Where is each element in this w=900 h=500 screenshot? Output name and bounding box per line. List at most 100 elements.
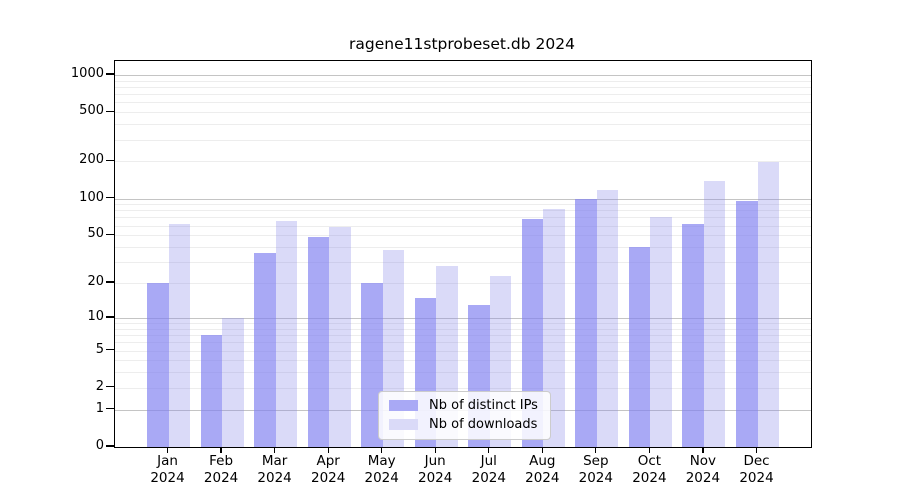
x-tick-month: Sep bbox=[583, 453, 609, 469]
bar-downloads-jan bbox=[168, 223, 190, 447]
x-tick-label-oct: Oct 2024 bbox=[607, 453, 691, 487]
x-tick-month: Mar bbox=[261, 453, 288, 469]
bar-downloads-sep bbox=[596, 190, 619, 447]
plot-area bbox=[114, 60, 812, 448]
y-tick-label-0: 0 bbox=[95, 438, 104, 453]
x-tick-mark-mar bbox=[273, 447, 276, 453]
x-tick-year: 2024 bbox=[364, 470, 399, 486]
legend-swatch-downloads bbox=[389, 419, 418, 430]
y-tick-label-5: 5 bbox=[95, 341, 104, 357]
gridline-minor-700 bbox=[115, 94, 811, 96]
y-tick-mark-200 bbox=[106, 159, 114, 162]
gridline-minor-8 bbox=[115, 328, 811, 330]
x-tick-year: 2024 bbox=[150, 470, 185, 486]
x-tick-month: Jun bbox=[424, 453, 446, 469]
y-tick-label-100: 100 bbox=[79, 189, 104, 205]
x-tick-label-mar: Mar 2024 bbox=[233, 453, 317, 487]
x-tick-mark-apr bbox=[327, 447, 329, 453]
x-tick-month: Dec bbox=[743, 453, 770, 469]
x-tick-mark-sep bbox=[595, 447, 597, 453]
bar-distinct-ips-feb bbox=[200, 335, 223, 447]
y-tick-label-20: 20 bbox=[87, 274, 104, 289]
legend-label-distinct-ips: Nb of distinct IPs bbox=[429, 398, 538, 413]
x-tick-label-aug: Aug 2024 bbox=[500, 453, 584, 487]
bar-distinct-ips-jan bbox=[147, 283, 169, 447]
x-tick-mark-aug bbox=[541, 447, 543, 453]
x-tick-mark-jan bbox=[166, 447, 169, 453]
x-tick-year: 2024 bbox=[418, 470, 453, 486]
x-tick-label-sep: Sep 2024 bbox=[554, 453, 638, 487]
gridline-minor-200 bbox=[115, 161, 811, 163]
x-tick-month: Jul bbox=[480, 453, 497, 469]
x-tick-mark-jul bbox=[488, 447, 490, 453]
bar-downloads-dec bbox=[757, 162, 779, 447]
bar-downloads-apr bbox=[329, 227, 351, 447]
x-tick-year: 2024 bbox=[311, 470, 346, 486]
x-tick-label-nov: Nov 2024 bbox=[661, 453, 745, 487]
gridline-minor-400 bbox=[115, 124, 811, 126]
bar-distinct-ips-mar bbox=[254, 252, 276, 447]
y-tick-mark-10 bbox=[106, 316, 114, 318]
x-tick-year: 2024 bbox=[685, 470, 721, 486]
y-tick-mark-50 bbox=[106, 233, 114, 235]
gridline-minor-300 bbox=[115, 139, 811, 141]
legend: Nb of distinct IPs Nb of downloads bbox=[378, 391, 551, 440]
bar-distinct-ips-sep bbox=[575, 198, 597, 447]
x-tick-mark-feb bbox=[220, 447, 222, 453]
y-tick-label-50: 50 bbox=[87, 226, 104, 242]
gridline-minor-600 bbox=[115, 102, 811, 104]
gridline-major-1000 bbox=[115, 74, 811, 76]
x-tick-label-jul: Jul 2024 bbox=[447, 453, 531, 487]
gridline-major-100 bbox=[115, 198, 811, 200]
y-tick-mark-0 bbox=[106, 445, 114, 447]
bar-distinct-ips-dec bbox=[736, 201, 758, 447]
gridline-minor-50 bbox=[115, 235, 811, 237]
gridline-major-10 bbox=[115, 317, 811, 319]
bar-distinct-ips-oct bbox=[628, 247, 651, 447]
x-tick-label-dec: Dec 2024 bbox=[715, 453, 799, 487]
y-tick-label-200: 200 bbox=[79, 152, 104, 168]
gridline-minor-90 bbox=[115, 204, 811, 206]
x-tick-label-apr: Apr 2024 bbox=[286, 453, 370, 487]
gridline-minor-500 bbox=[115, 112, 811, 114]
gridline-minor-4 bbox=[115, 360, 811, 362]
x-tick-month: Feb bbox=[209, 453, 234, 469]
legend-swatch-distinct-ips bbox=[389, 400, 418, 411]
x-tick-year: 2024 bbox=[257, 470, 292, 486]
y-tick-label-500: 500 bbox=[79, 103, 104, 119]
x-tick-label-feb: Feb 2024 bbox=[179, 453, 263, 487]
legend-item-downloads: Nb of downloads bbox=[389, 417, 538, 432]
gridline-minor-6 bbox=[115, 342, 811, 344]
x-tick-mark-oct bbox=[648, 447, 651, 453]
gridline-minor-20 bbox=[115, 283, 811, 284]
x-tick-year: 2024 bbox=[632, 470, 667, 486]
y-tick-mark-2 bbox=[106, 386, 114, 388]
x-tick-month: Oct bbox=[637, 453, 662, 469]
chart-title: ragene11stprobeset.db 2024 bbox=[349, 35, 575, 53]
x-tick-mark-nov bbox=[702, 447, 704, 453]
x-tick-year: 2024 bbox=[471, 470, 506, 486]
bar-distinct-ips-nov bbox=[682, 223, 704, 447]
x-tick-month: Nov bbox=[689, 453, 717, 469]
x-tick-label-jun: Jun 2024 bbox=[393, 453, 477, 487]
bar-downloads-feb bbox=[222, 317, 244, 447]
gridline-minor-60 bbox=[115, 225, 811, 227]
y-tick-mark-1 bbox=[106, 408, 114, 410]
y-tick-label-1000: 1000 bbox=[70, 65, 104, 81]
bar-downloads-aug bbox=[543, 209, 565, 447]
x-tick-month: Aug bbox=[529, 453, 556, 469]
y-tick-mark-100 bbox=[106, 196, 114, 199]
gridline-minor-900 bbox=[115, 80, 811, 82]
gridline-minor-30 bbox=[115, 262, 811, 264]
x-tick-year: 2024 bbox=[525, 470, 560, 486]
legend-item-distinct-ips: Nb of distinct IPs bbox=[389, 398, 538, 413]
gridline-minor-7 bbox=[115, 335, 811, 336]
gridline-minor-70 bbox=[115, 217, 811, 219]
x-tick-year: 2024 bbox=[203, 470, 239, 486]
gridline-minor-3 bbox=[115, 372, 811, 374]
bar-downloads-oct bbox=[650, 216, 672, 447]
x-tick-mark-dec bbox=[755, 447, 758, 453]
x-tick-mark-may bbox=[381, 447, 383, 453]
x-tick-year: 2024 bbox=[739, 470, 774, 486]
